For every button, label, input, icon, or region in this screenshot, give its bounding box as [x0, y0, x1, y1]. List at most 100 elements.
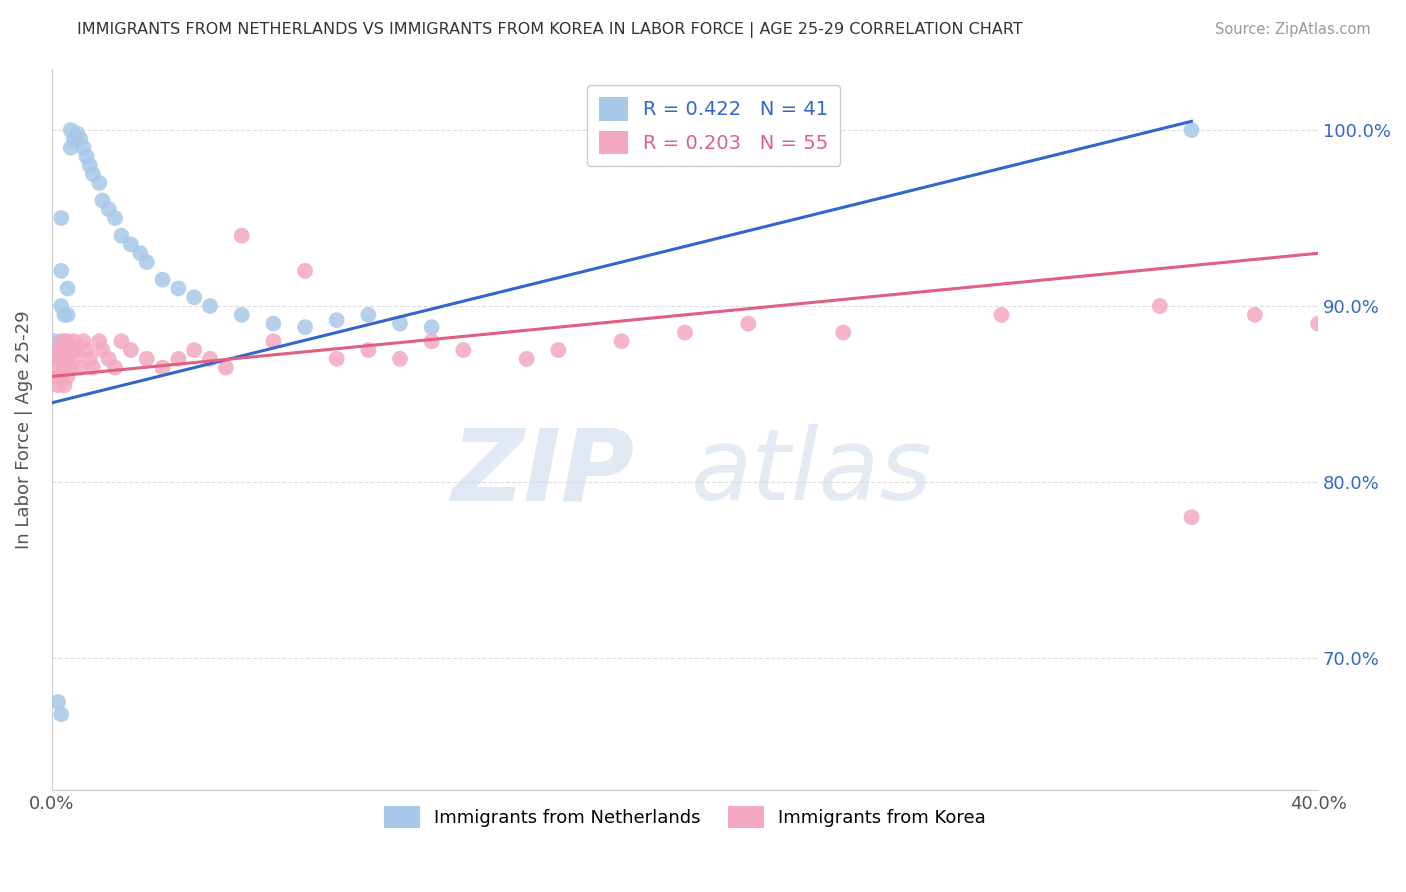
Text: atlas: atlas — [690, 424, 932, 521]
Point — [82, 167, 104, 181]
Point — [46, 378, 69, 392]
Point — [46, 343, 69, 357]
Point — [56, 334, 79, 349]
Point — [91, 343, 114, 357]
Point — [59, 360, 82, 375]
Point — [56, 351, 79, 366]
Point — [152, 273, 174, 287]
Point — [53, 308, 76, 322]
Y-axis label: In Labor Force | Age 25-29: In Labor Force | Age 25-29 — [15, 310, 32, 549]
Point — [76, 149, 98, 163]
Point — [63, 132, 86, 146]
Point — [610, 334, 633, 349]
Point — [89, 334, 111, 349]
Point — [66, 127, 89, 141]
Point — [1149, 299, 1171, 313]
Point — [183, 290, 205, 304]
Point — [990, 308, 1012, 322]
Point — [516, 351, 538, 366]
Point — [388, 351, 411, 366]
Point — [63, 334, 86, 349]
Point — [673, 326, 696, 340]
Point — [167, 281, 190, 295]
Point — [51, 299, 73, 313]
Point — [198, 299, 221, 313]
Point — [72, 334, 94, 349]
Point — [294, 320, 316, 334]
Point — [51, 211, 73, 225]
Point — [167, 351, 190, 366]
Point — [325, 313, 347, 327]
Point — [59, 123, 82, 137]
Point — [1180, 123, 1202, 137]
Point — [97, 351, 120, 366]
Point — [120, 343, 142, 357]
Point — [110, 334, 132, 349]
Point — [231, 228, 253, 243]
Point — [53, 378, 76, 392]
Point — [183, 343, 205, 357]
Point — [262, 334, 284, 349]
Point — [420, 320, 443, 334]
Point — [135, 351, 157, 366]
Point — [120, 237, 142, 252]
Point — [215, 360, 238, 375]
Point — [56, 308, 79, 322]
Point — [97, 202, 120, 217]
Point — [104, 211, 127, 225]
Point — [79, 158, 101, 172]
Point — [59, 141, 82, 155]
Legend: Immigrants from Netherlands, Immigrants from Korea: Immigrants from Netherlands, Immigrants … — [377, 798, 994, 835]
Point — [89, 176, 111, 190]
Point — [1180, 510, 1202, 524]
Point — [44, 351, 66, 366]
Point — [46, 360, 69, 375]
Point — [262, 317, 284, 331]
Point — [198, 351, 221, 366]
Point — [44, 369, 66, 384]
Point — [357, 308, 380, 322]
Point — [832, 326, 855, 340]
Point — [547, 343, 569, 357]
Point — [72, 141, 94, 155]
Point — [46, 351, 69, 366]
Point — [46, 343, 69, 357]
Point — [51, 369, 73, 384]
Point — [44, 334, 66, 349]
Point — [737, 317, 759, 331]
Point — [51, 264, 73, 278]
Point — [129, 246, 152, 260]
Point — [59, 343, 82, 357]
Point — [453, 343, 475, 357]
Point — [46, 695, 69, 709]
Point — [152, 360, 174, 375]
Point — [294, 264, 316, 278]
Text: ZIP: ZIP — [451, 424, 634, 521]
Point — [1243, 308, 1265, 322]
Point — [53, 360, 76, 375]
Point — [53, 343, 76, 357]
Point — [79, 351, 101, 366]
Point — [357, 343, 380, 357]
Text: IMMIGRANTS FROM NETHERLANDS VS IMMIGRANTS FROM KOREA IN LABOR FORCE | AGE 25-29 : IMMIGRANTS FROM NETHERLANDS VS IMMIGRANT… — [77, 22, 1024, 38]
Point — [66, 343, 89, 357]
Point — [56, 281, 79, 295]
Point — [51, 707, 73, 722]
Point — [231, 308, 253, 322]
Point — [110, 228, 132, 243]
Point — [82, 360, 104, 375]
Point — [51, 351, 73, 366]
Point — [104, 360, 127, 375]
Point — [56, 369, 79, 384]
Point — [91, 194, 114, 208]
Point — [1308, 317, 1330, 331]
Point — [51, 334, 73, 349]
Point — [325, 351, 347, 366]
Point — [63, 351, 86, 366]
Point — [420, 334, 443, 349]
Point — [388, 317, 411, 331]
Point — [69, 132, 91, 146]
Point — [76, 343, 98, 357]
Point — [135, 255, 157, 269]
Point — [53, 334, 76, 349]
